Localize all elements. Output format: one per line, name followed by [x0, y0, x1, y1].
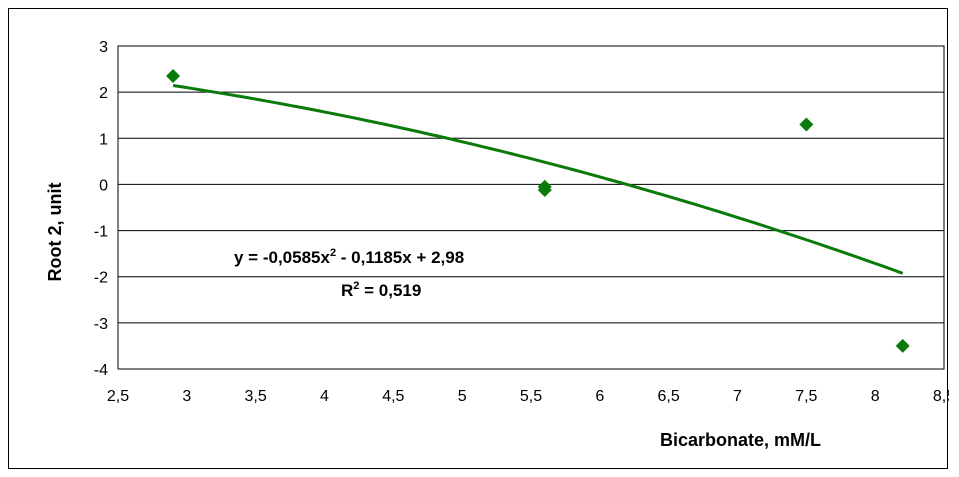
x-tick-labels: 2,5 3 3,5 4 4,5 5 5,5 6 6,5 7 7,5 8 8,5 — [107, 388, 949, 405]
x-tick-label: 8,5 — [933, 388, 949, 405]
x-tick-label: 8 — [871, 388, 880, 405]
y-tick-label: 3 — [99, 39, 108, 56]
x-tick-label: 4 — [320, 388, 329, 405]
x-tick-label: 7,5 — [795, 388, 817, 405]
x-tick-label: 2,5 — [107, 388, 129, 405]
grid-lines — [118, 45, 944, 370]
chart-svg: 3 2 1 0 -1 -2 -3 -4 2,5 3 3,5 4 4,5 5 5,5 6 6,5 7 7,5 8 8,5… — [45, 39, 949, 450]
x-tick-label: 5,5 — [520, 388, 542, 405]
trendline — [172, 84, 904, 275]
y-tick-label: -1 — [94, 224, 108, 241]
x-tick-label: 3 — [182, 388, 191, 405]
chart-container: 3 2 1 0 -1 -2 -3 -4 2,5 3 3,5 4 4,5 5 5,5 6 6,5 7 7,5 8 8,5… — [8, 8, 949, 469]
trendline-equation: y = -0,0585x2 - 0,1185x + 2,98 — [234, 247, 464, 267]
y-tick-label: -2 — [94, 270, 108, 287]
y-axis-title: Root 2, unit — [45, 183, 65, 282]
y-tick-labels: 3 2 1 0 -1 -2 -3 -4 — [94, 39, 108, 379]
x-tick-label: 6,5 — [658, 388, 680, 405]
x-tick-label: 3,5 — [245, 388, 267, 405]
y-tick-label: 0 — [99, 177, 108, 194]
data-points — [166, 68, 910, 353]
x-tick-label: 5 — [458, 388, 467, 405]
x-tick-label: 7 — [733, 388, 742, 405]
y-tick-label: -4 — [94, 362, 108, 379]
trendline-r-squared: R2 = 0,519 — [341, 280, 421, 300]
x-tick-label: 4,5 — [382, 388, 404, 405]
x-axis-title: Bicarbonate, mM/L — [660, 430, 821, 450]
x-tick-label: 6 — [595, 388, 604, 405]
y-tick-label: -3 — [94, 316, 108, 333]
y-tick-label: 2 — [99, 85, 108, 102]
data-point — [166, 68, 181, 83]
data-point — [799, 117, 814, 132]
data-point — [895, 338, 910, 353]
plot-area-border — [117, 45, 945, 370]
y-tick-label: 1 — [99, 131, 108, 148]
data-point — [537, 182, 552, 197]
